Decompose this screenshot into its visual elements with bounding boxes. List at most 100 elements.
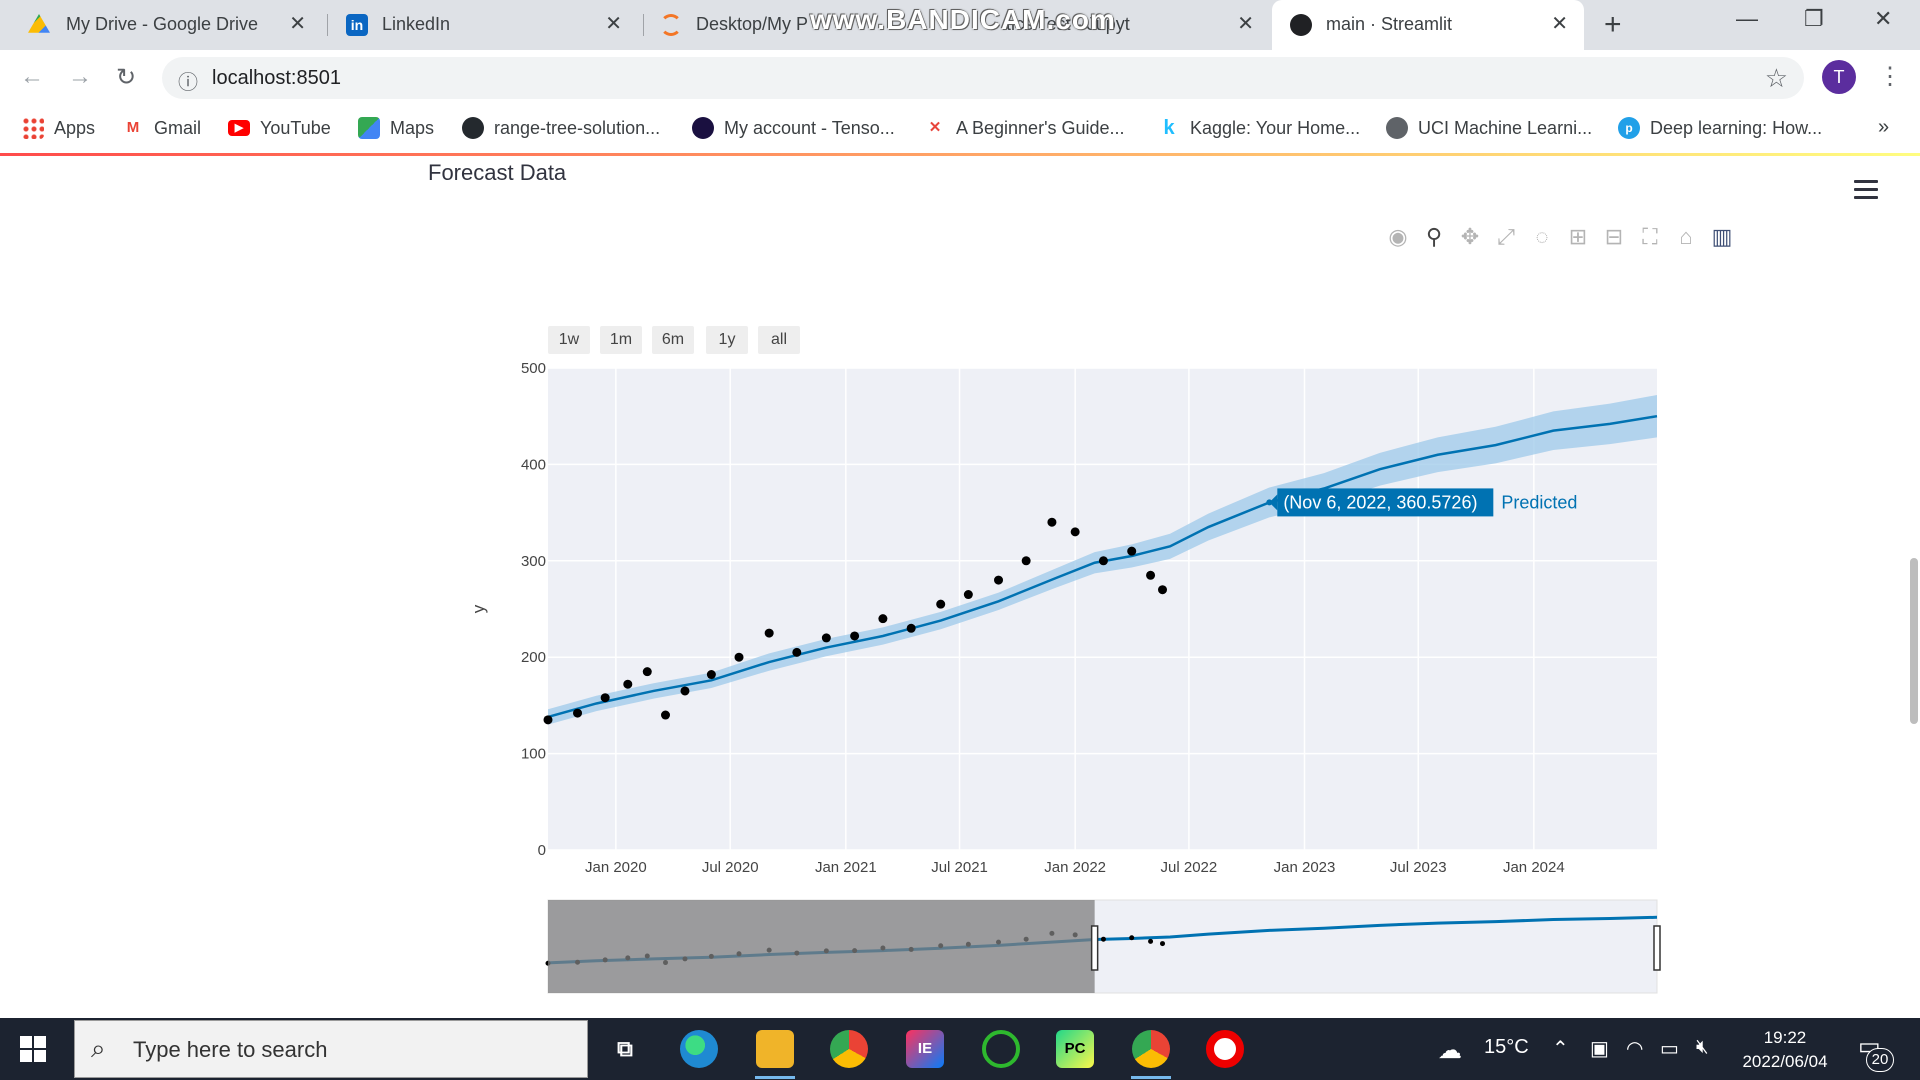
tab-jupyter-desktop[interactable]: Desktop/My P (630, 0, 960, 50)
profile-avatar[interactable]: T (1822, 60, 1856, 94)
battery-icon[interactable]: ▭ (1660, 1038, 1679, 1060)
actual-point (1158, 585, 1168, 595)
bookmark-deep-learning[interactable]: p Deep learning: How... (1618, 116, 1822, 140)
x-tick-label: Jul 2023 (1390, 859, 1447, 876)
tab-jupyter-test[interactable]: tics Test - Jupyt ✕ (958, 0, 1270, 50)
zoom-icon[interactable]: ⚲ (1425, 224, 1443, 249)
tab-google-drive[interactable]: My Drive - Google Drive ✕ (0, 0, 322, 50)
close-icon[interactable]: ✕ (1237, 13, 1254, 35)
x-tick-label: Jul 2021 (931, 859, 988, 876)
active-app-indicator (1131, 1076, 1171, 1079)
range-slider-actual-point (1100, 936, 1106, 942)
lasso-icon[interactable]: ◌ (1535, 224, 1549, 249)
weather-temperature[interactable]: 15°C (1484, 1036, 1529, 1058)
system-clock[interactable]: 19:22 2022/06/04 (1740, 1026, 1830, 1074)
x-tick-label: Jul 2020 (702, 859, 759, 876)
new-tab-button[interactable]: + (1604, 8, 1622, 41)
restore-button[interactable]: ❐ (1804, 6, 1824, 31)
zoom-out-icon[interactable]: ⊟ (1604, 224, 1624, 249)
url-text[interactable]: localhost:8501 (212, 67, 341, 89)
forward-button[interactable]: → (68, 63, 92, 90)
windows-taskbar: ⌕ Type here to search ⧉ IE PC ☁ 15°C ⌃ ▣… (0, 1018, 1920, 1080)
edge-icon[interactable] (680, 1030, 718, 1068)
intellij-icon[interactable]: IE (906, 1030, 944, 1068)
bookmark-github[interactable]: range-tree-solution... (462, 116, 660, 140)
bookmark-label: My account - Tenso... (724, 117, 895, 138)
bookmark-beginners-guide[interactable]: ✕ A Beginner's Guide... (924, 116, 1125, 140)
reload-button[interactable]: ↻ (116, 64, 137, 91)
hamburger-menu-icon[interactable] (1854, 180, 1878, 200)
bookmark-label: Gmail (154, 117, 202, 138)
actual-point (1146, 570, 1156, 580)
pycharm-icon[interactable]: PC (1056, 1030, 1094, 1068)
camera-icon[interactable]: ◉ (1388, 224, 1408, 249)
close-icon[interactable]: ✕ (1551, 13, 1568, 35)
taskbar-search-input[interactable]: ⌕ Type here to search (74, 1020, 588, 1078)
bookmark-star-icon[interactable]: ☆ (1764, 63, 1788, 93)
site-info-icon[interactable]: ⓘ (178, 72, 198, 94)
home-icon[interactable]: ⌂ (1679, 224, 1693, 249)
tab-linkedin[interactable]: in LinkedIn ✕ (316, 0, 638, 50)
range-button-1m[interactable]: 1m (600, 326, 642, 354)
reset-axes-icon[interactable]: ⛶ (1642, 224, 1658, 249)
bookmark-youtube[interactable]: ▶ YouTube (228, 116, 331, 140)
bookmark-label: UCI Machine Learni... (1418, 117, 1593, 138)
pan-icon[interactable]: ✥ (1460, 224, 1480, 249)
bookmark-uci[interactable]: UCI Machine Learni... (1386, 116, 1592, 140)
y-tick-label: 200 (521, 649, 546, 666)
windows-start-icon[interactable] (20, 1036, 46, 1062)
range-slider-handle-left[interactable] (1090, 925, 1099, 971)
device-icon[interactable]: ▣ (1590, 1038, 1609, 1060)
actual-point (623, 679, 633, 689)
range-button-1y[interactable]: 1y (706, 326, 748, 354)
chevron-up-icon[interactable]: ⌃ (1552, 1038, 1569, 1060)
actual-point (764, 628, 774, 638)
bookmark-tensorflow-account[interactable]: My account - Tenso... (692, 116, 895, 140)
browser-menu-button[interactable]: ⋮ (1878, 63, 1902, 90)
volume-muted-icon[interactable]: 🔇︎ (1696, 1036, 1709, 1058)
bookmark-apps[interactable]: Apps (22, 116, 95, 140)
actual-point (1070, 527, 1080, 537)
bookmark-label: Apps (54, 117, 96, 138)
bookmark-kaggle[interactable]: k Kaggle: Your Home... (1158, 116, 1360, 140)
chrome-icon[interactable] (1132, 1030, 1170, 1068)
forecast-chart[interactable]: 0 100 200 300 400 500 Jan 2020 Jul 2020 Jan 2021… (0, 150, 1920, 1018)
close-icon[interactable]: ✕ (289, 13, 306, 35)
tab-streamlit[interactable]: main · Streamlit ✕ (1272, 0, 1584, 50)
minimize-button[interactable]: — (1736, 6, 1758, 31)
actual-point (994, 575, 1004, 585)
range-button-6m[interactable]: 6m (652, 326, 694, 354)
weather-icon[interactable]: ☁ (1438, 1037, 1462, 1064)
chrome-icon[interactable] (830, 1030, 868, 1068)
actual-point (660, 710, 670, 720)
task-view-icon[interactable]: ⧉ (617, 1036, 633, 1061)
close-icon[interactable]: ✕ (605, 13, 622, 35)
wifi-icon[interactable]: ◠ (1626, 1038, 1644, 1060)
actual-point (1127, 546, 1137, 556)
file-explorer-icon[interactable] (756, 1030, 794, 1068)
spyder-icon[interactable] (982, 1030, 1020, 1068)
bookmark-label: Kaggle: Your Home... (1190, 117, 1361, 138)
page-title: Forecast Data (428, 160, 567, 185)
window-close-button[interactable]: ✕ (1874, 6, 1893, 31)
plotly-logo-icon[interactable]: ▥ (1711, 224, 1733, 249)
tooltip-pointer (1269, 494, 1278, 511)
range-button-1w[interactable]: 1w (548, 326, 590, 354)
range-slider-handle-right[interactable] (1653, 925, 1661, 971)
bookmarks-overflow-button[interactable]: » (1878, 116, 1890, 138)
bookmark-gmail[interactable]: M Gmail (122, 116, 201, 140)
actual-point (792, 647, 802, 657)
page-scrollbar[interactable] (1910, 558, 1918, 724)
bookmark-label: YouTube (260, 117, 331, 138)
y-tick-label: 0 (538, 842, 546, 859)
bandicam-record-icon[interactable] (1206, 1030, 1244, 1068)
back-button[interactable]: ← (20, 63, 44, 90)
bookmark-maps[interactable]: Maps (358, 116, 434, 140)
address-bar[interactable]: ⓘ localhost:8501 ☆ (162, 57, 1804, 99)
autoscale-icon[interactable]: ⤢ (1497, 224, 1515, 249)
bookmark-label: range-tree-solution... (494, 117, 661, 138)
clock-time: 19:22 (1763, 1028, 1807, 1047)
range-button-all[interactable]: all (758, 326, 800, 354)
zoom-in-icon[interactable]: ⊞ (1568, 224, 1588, 249)
actual-point (1098, 556, 1108, 566)
